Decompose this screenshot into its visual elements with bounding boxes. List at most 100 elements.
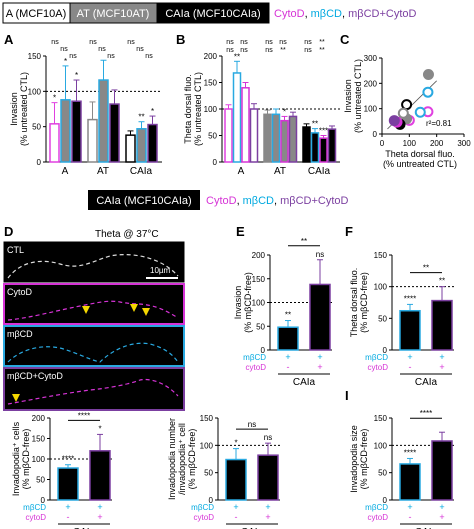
arrowhead-1 <box>82 306 90 314</box>
chart-c-xlabel: Theta dorsal fluo. (% untreated CTL) <box>383 149 457 169</box>
chart-b-bracket-label: ns <box>240 47 248 54</box>
panel-letter-b: B <box>176 32 185 47</box>
chart-h-ylabel-line: Invadopodia number <box>167 418 177 500</box>
chart-i-row1-mark: + <box>407 502 412 512</box>
chart-a-star: * <box>53 94 56 103</box>
chart-a-y-tick-label: 0 <box>37 158 42 167</box>
chart-b-0-2-bar <box>241 87 250 163</box>
chart-e-row1-mark: + <box>317 352 322 362</box>
legend2-cytod: CytoD <box>206 195 237 207</box>
legend2-label-caia: CAIa (MCF10CAIa) <box>96 195 191 207</box>
legend-treatments-2: CytoD, mβCD, mβCD+CytoD <box>206 195 348 207</box>
chart-i-y-tick-label: 100 <box>374 441 388 450</box>
chart-f-row2-mark: - <box>409 362 412 372</box>
chart-a-0-1-bar <box>60 99 71 163</box>
chart-e-ylabel: Invasion(% mβCD-free) <box>233 272 253 333</box>
chart-g-0-bar <box>57 467 79 501</box>
legend-label-at: AT (MCF10AT) <box>77 8 150 20</box>
chart-i-row2-label: cytoD <box>368 513 389 522</box>
chart-b-0-1-bar <box>232 72 242 163</box>
chart-e-row2-mark: + <box>317 362 322 372</box>
chart-b-y-tick-label: 50 <box>208 132 217 141</box>
micrograph-cytod <box>3 283 185 325</box>
legend-label-caia: CAIa (MCF10CAIa) <box>165 8 260 20</box>
chart-c-x-tick-label: 0 <box>380 139 385 148</box>
chart-f-bracket-label: ** <box>423 264 429 273</box>
chart-e-ylabel-line: Invasion <box>233 286 243 320</box>
chart-c-point <box>388 115 400 127</box>
legend2-comma-2: , <box>274 195 277 207</box>
chart-b-bracket-label: ns <box>226 39 234 46</box>
chart-b-2-1-bar <box>310 132 320 163</box>
chart-f-y-tick-label: 100 <box>374 283 388 292</box>
legend-cytod: CytoD <box>274 8 305 20</box>
chart-h-ylabel: Invadopodia number/invadopodia⁺ cell(% m… <box>167 418 197 500</box>
chart-b-star: * <box>283 107 286 116</box>
chart-b-bracket-label: ** <box>319 47 325 54</box>
legend-comma-2: , <box>342 8 345 20</box>
chart-h-y-tick-label: 0 <box>209 496 214 505</box>
chart-c-y-tick-label: 0 <box>373 130 378 139</box>
panel-d-micrographs: Theta @ 37°C CTL 10µm CytoD mβCD mβCD+Cy… <box>3 229 185 411</box>
chart-h-star: ns <box>264 433 272 442</box>
chart-f-y-tick-label: 0 <box>383 346 388 355</box>
chart-f-star: ** <box>439 277 445 286</box>
chart-c-point <box>414 106 426 118</box>
chart-c-y-tick-label: 200 <box>364 79 378 88</box>
chart-b-bracket-label: ** <box>280 47 286 54</box>
chart-h-row2-mark: + <box>265 512 270 522</box>
chart-b-bracket-label: ns <box>304 39 312 46</box>
chart-a-y-tick-label: 150 <box>28 52 42 61</box>
chart-b-bracket-label: ns <box>265 47 273 54</box>
chart-h-bracket-label: ns <box>248 420 256 429</box>
chart-i-y-tick-label: 50 <box>378 469 387 478</box>
chart-e-row2-label: cytoD <box>246 363 267 372</box>
arrowhead-2 <box>130 304 138 312</box>
chart-a-0-0-bar <box>49 123 60 163</box>
chart-b-y-tick-label: 100 <box>204 105 218 114</box>
chart-f-y-tick-label: 150 <box>374 251 388 260</box>
chart-a-1-0-bar <box>87 118 98 163</box>
chart-b-x-label: CAIa <box>308 166 331 177</box>
chart-a-ylabel-line: Invasion <box>9 92 19 126</box>
chart-a-ylabel: Invasion(% untreated CTL) <box>9 72 29 146</box>
chart-g-star: **** <box>62 455 74 464</box>
chart-b-bracket-label: ** <box>319 39 325 46</box>
chart-g-bracket-label: **** <box>78 411 90 420</box>
panel-letter-a: A <box>4 32 14 47</box>
chart-i-y-tick-label: 0 <box>383 496 388 505</box>
chart-i-1-bar <box>431 440 453 501</box>
chart-b-bracket-label: ns <box>265 39 273 46</box>
chart-b-bracket-label: ns <box>226 47 234 54</box>
chart-g-ylabel-line: (% mβCD-free) <box>21 429 31 490</box>
chart-g-row1-label: mβCD <box>23 503 46 512</box>
cell-outline-mbcd-cytod <box>7 378 179 405</box>
chart-b-1-2-bar <box>280 119 289 163</box>
chart-e-row2-mark: - <box>287 362 290 372</box>
micrograph-mbcd <box>3 325 185 367</box>
legend-box-caia <box>156 2 270 24</box>
chart-a-star: * <box>75 71 78 80</box>
chart-g-row1-mark: + <box>97 502 102 512</box>
chart-g-star: * <box>98 424 101 433</box>
legend-comma-1: , <box>305 8 308 20</box>
chart-e-ylabel-line: (% mβCD-free) <box>243 272 253 333</box>
chart-e-row1-mark: + <box>285 352 290 362</box>
chart-f-ylabel-line: (% mβCD-free) <box>359 272 369 333</box>
chart-e-group-label: CAIa <box>293 377 316 388</box>
chart-e-y-tick-label: 200 <box>252 251 266 260</box>
chart-b-x-label: AT <box>274 166 286 177</box>
legend2-mbcd-cytod: mβCD+CytoD <box>280 195 348 207</box>
chart-i-y-tick-label: 150 <box>374 414 388 423</box>
panel-letter-i: I <box>345 388 349 403</box>
chart-g-y-tick-label: 50 <box>36 476 45 485</box>
legend-mbcd-cytod: mβCD+CytoD <box>348 8 416 20</box>
chart-b-ylabel-line: (% untreated CTL) <box>193 72 203 146</box>
chart-a-1-2-bar <box>109 103 120 163</box>
chart-e-y-tick-label: 150 <box>252 275 266 284</box>
chart-f-1-bar <box>431 299 453 351</box>
chart-e-star: ** <box>285 311 291 320</box>
chart-h-group-label: CAIa <box>241 527 264 529</box>
